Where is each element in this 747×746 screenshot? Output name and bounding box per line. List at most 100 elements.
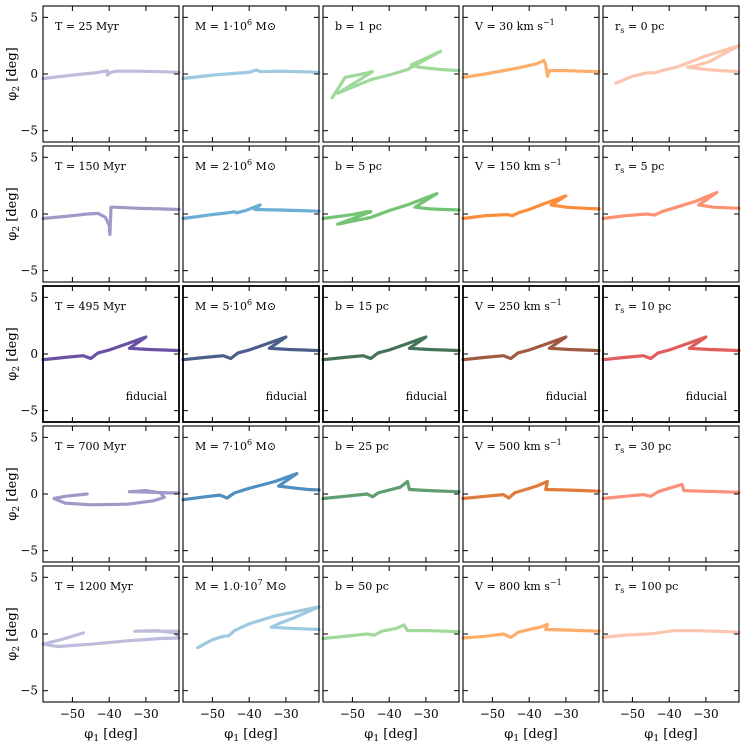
stream-track	[461, 335, 601, 362]
panel-grid: T = 25 Myr M = 1·106 M⊙ b = 1 pc V = 30 km …	[41, 5, 741, 703]
y-axis-title: φ2 [deg]	[5, 467, 22, 520]
stream-track	[601, 628, 741, 640]
panel-label: M = 5·106 M⊙	[195, 298, 276, 313]
stream-track	[321, 335, 461, 362]
stream-track	[41, 68, 181, 81]
x-tick-label: −40	[656, 707, 681, 721]
panel-label: V = 150 km s−1	[474, 158, 562, 173]
y-axis-title: φ2 [deg]	[5, 187, 22, 240]
y-tick-label: 0	[30, 487, 38, 501]
panel: V = 30 km s−1	[461, 5, 601, 143]
panel: M = 5·106 M⊙ fiducial	[181, 285, 321, 423]
stream-track	[614, 44, 741, 85]
x-tick-label: −30	[413, 707, 438, 721]
panel-label: V = 800 km s−1	[474, 578, 562, 593]
panel: rs = 30 pc	[601, 425, 741, 563]
panel: T = 25 Myr	[41, 5, 181, 143]
panel: rs = 5 pc	[601, 145, 741, 283]
panel-label: T = 495 Myr	[55, 300, 127, 313]
y-tick-label: 0	[30, 207, 38, 221]
panel-label: b = 15 pc	[335, 300, 389, 313]
panel: V = 250 km s−1 fiducial	[461, 285, 601, 423]
panel: b = 1 pc	[322, 5, 461, 143]
stream-track	[461, 58, 601, 80]
panel-label: b = 25 pc	[335, 440, 389, 453]
panel-label: T = 25 Myr	[55, 20, 120, 33]
x-tick-label: −30	[553, 707, 578, 721]
stream-track	[41, 628, 181, 649]
stream-track	[41, 335, 181, 362]
stream-track	[461, 194, 601, 221]
panel-label: V = 500 km s−1	[474, 438, 562, 453]
y-tick-label: 0	[30, 627, 38, 641]
panel: b = 5 pc	[321, 145, 461, 283]
x-axis-title: φ1 [deg]	[644, 727, 697, 744]
x-tick-label: −50	[340, 707, 365, 721]
panel-label: T = 700 Myr	[55, 440, 127, 453]
stream-track	[601, 190, 741, 221]
stream-track	[181, 472, 321, 502]
panel: b = 50 pc	[321, 565, 461, 703]
panel: V = 500 km s−1	[461, 425, 601, 563]
panel-label: T = 1200 Myr	[55, 580, 134, 593]
fiducial-label: fiducial	[686, 390, 728, 403]
y-tick-label: −5	[20, 684, 38, 698]
panel: M = 7·106 M⊙	[181, 425, 321, 563]
panel: V = 150 km s−1	[461, 145, 601, 283]
y-tick-label: 5	[30, 430, 38, 444]
panel-label: M = 1.0·107 M⊙	[195, 578, 287, 593]
stream-track	[321, 192, 461, 226]
stream-track	[321, 623, 461, 641]
stream-track	[181, 335, 321, 362]
x-axis-title: φ1 [deg]	[364, 727, 417, 744]
panel-label: V = 30 km s−1	[474, 18, 555, 33]
stream-track	[196, 605, 321, 650]
panel: rs = 0 pc	[602, 5, 741, 143]
panel: b = 15 pc fiducial	[321, 285, 461, 423]
y-axis-labels: −5 0 5 φ2 [deg] −5 0 5 φ2 [deg] −5 0 5 φ2 [deg] −5 0 5…	[5, 10, 38, 697]
x-tick-label: −40	[96, 707, 121, 721]
panel-label: M = 7·106 M⊙	[195, 438, 276, 453]
panel: T = 495 Myr fiducial	[41, 285, 181, 423]
panel: V = 800 km s−1	[461, 565, 601, 703]
y-tick-label: 5	[30, 570, 38, 584]
fiducial-label: fiducial	[546, 390, 588, 403]
panel: rs = 100 pc	[601, 565, 741, 703]
y-tick-label: 5	[30, 150, 38, 164]
y-tick-label: 0	[30, 67, 38, 81]
y-axis-title: φ2 [deg]	[5, 607, 22, 660]
panel: M = 1·106 M⊙	[181, 5, 321, 143]
panel: b = 25 pc	[321, 425, 461, 563]
panel-label: M = 2·106 M⊙	[195, 158, 276, 173]
stream-track	[330, 49, 461, 100]
panel-label: V = 250 km s−1	[474, 298, 562, 313]
y-tick-label: 5	[30, 10, 38, 24]
panel-label: b = 5 pc	[335, 160, 382, 173]
panel: rs = 10 pc fiducial	[601, 285, 741, 423]
panel-label: b = 50 pc	[335, 580, 389, 593]
x-tick-label: −50	[60, 707, 85, 721]
x-tick-label: −50	[480, 707, 505, 721]
panel-label: rs = 100 pc	[615, 580, 678, 595]
panel: M = 1.0·107 M⊙	[182, 565, 321, 703]
x-tick-label: −40	[516, 707, 541, 721]
x-tick-label: −40	[376, 707, 401, 721]
y-tick-label: −5	[20, 544, 38, 558]
panel-label: T = 150 Myr	[55, 160, 127, 173]
panel: T = 150 Myr	[41, 145, 181, 283]
x-axis-title: φ1 [deg]	[224, 727, 277, 744]
x-axis-title: φ1 [deg]	[84, 727, 137, 744]
stream-track	[181, 68, 321, 81]
stream-track	[41, 205, 181, 236]
fiducial-label: fiducial	[266, 390, 308, 403]
x-axis-labels: −50 −40 −30 φ1 [deg] −50 −40 −30 φ1 [deg] −50 −40…	[60, 707, 719, 744]
x-tick-label: −30	[693, 707, 718, 721]
y-axis-title: φ2 [deg]	[5, 47, 22, 100]
y-tick-label: −5	[20, 124, 38, 138]
panel-label: M = 1·106 M⊙	[195, 18, 276, 33]
x-tick-label: −40	[236, 707, 261, 721]
fiducial-label: fiducial	[406, 390, 448, 403]
y-tick-label: −5	[20, 404, 38, 418]
panel-label: rs = 0 pc	[615, 20, 664, 35]
